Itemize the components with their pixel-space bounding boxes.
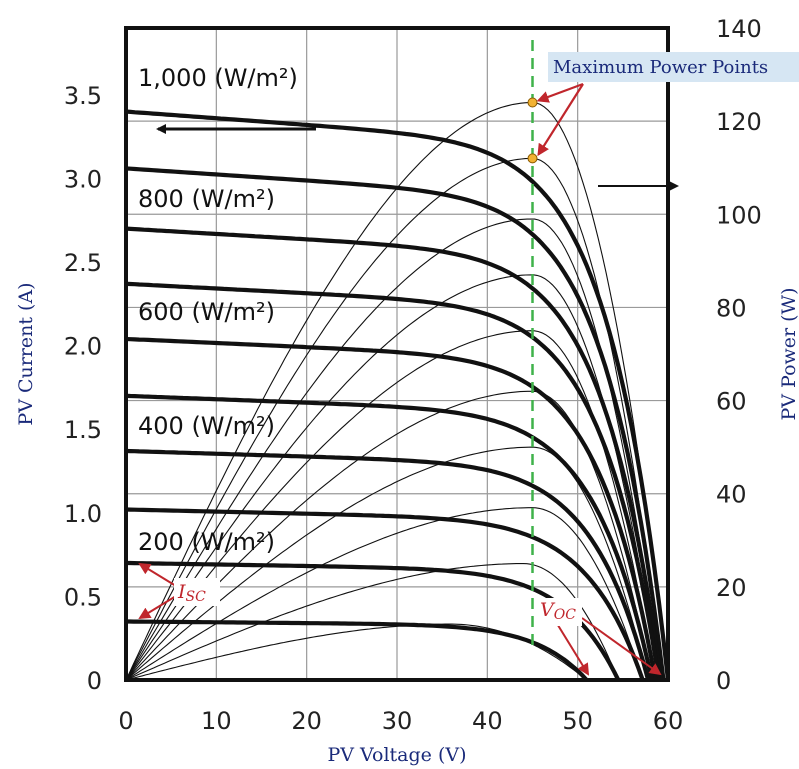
x-tick-label: 50 — [562, 707, 593, 735]
isc-label: ISC — [177, 581, 206, 605]
voc-arrow — [581, 617, 662, 676]
y-left-tick-label: 1.0 — [64, 500, 102, 528]
mpp-label: Maximum Power Points — [553, 57, 768, 78]
iv-curve — [126, 393, 654, 680]
x-tick-label: 0 — [118, 707, 133, 735]
irradiance-label-600: 600 (W/m²) — [138, 298, 275, 326]
iv-curve — [126, 166, 666, 680]
mpp-marker — [527, 153, 538, 164]
pv-curve — [126, 563, 619, 680]
y-left-axis-title: PV Current (A) — [15, 282, 37, 425]
iv-curve — [126, 281, 662, 680]
pv-curve — [126, 623, 588, 680]
x-tick-label: 30 — [382, 707, 413, 735]
x-tick-label: 60 — [653, 707, 684, 735]
y-left-tick-label: 0 — [87, 667, 102, 695]
pv-curve — [126, 218, 662, 680]
x-tick-label: 20 — [291, 707, 322, 735]
y-left-tick-label: 3.0 — [64, 165, 102, 193]
y-right-tick-label: 100 — [716, 201, 762, 229]
y-right-axis-title: PV Power (W) — [778, 288, 799, 421]
y-right-tick-label: 60 — [716, 388, 747, 416]
voc-label-box — [536, 598, 582, 626]
y-left-tick-label: 2.0 — [64, 333, 102, 361]
iv-curve — [126, 226, 663, 680]
annotations-layer — [138, 40, 679, 676]
iv-curve — [126, 507, 645, 680]
y-left-tick-label: 3.5 — [64, 82, 102, 110]
plot-frame — [124, 26, 670, 682]
current-curves — [126, 109, 668, 680]
y-left-tick-label: 1.5 — [64, 416, 102, 444]
irradiance-label-1000: 1,000 (W/m²) — [138, 64, 298, 92]
y-right-tick-label: 0 — [716, 667, 731, 695]
irradiance-label-200: 200 (W/m²) — [138, 528, 275, 556]
pv-curve — [126, 330, 656, 680]
y-right-tick-label: 140 — [716, 15, 762, 43]
isc-label-box — [174, 578, 220, 606]
y-right-tick-label: 40 — [716, 481, 747, 509]
voc-label: VOC — [540, 599, 576, 623]
voc-arrow — [555, 621, 590, 676]
mpp-label-box — [548, 52, 799, 82]
isc-arrow — [138, 595, 177, 620]
tick-labels: 0 10 20 30 40 50 60 0 0.5 1.0 1.5 2.0 2.5 3.0 3.5 0 20 40… — [64, 15, 762, 735]
isc-label-main: I — [177, 581, 186, 603]
voc-label-sub: OC — [554, 607, 576, 623]
y-left-tick-label: 0.5 — [64, 583, 102, 611]
isc-arrow — [138, 562, 177, 587]
irradiance-label-800: 800 (W/m²) — [138, 185, 275, 213]
y-right-tick-label: 80 — [716, 294, 747, 322]
y-right-tick-label: 120 — [716, 108, 762, 136]
y-right-tick-label: 20 — [716, 574, 747, 602]
mpp-arrow — [536, 82, 584, 103]
y-left-tick-label: 2.5 — [64, 249, 102, 277]
pv-curve — [126, 274, 660, 680]
iv-curve — [126, 109, 668, 680]
power-curves — [126, 101, 668, 680]
iv-curve — [126, 336, 658, 680]
x-axis-title: PV Voltage (V) — [328, 744, 467, 766]
irradiance-label-400: 400 (W/m²) — [138, 412, 275, 440]
mpp-marker — [527, 97, 538, 108]
mpp-arrow — [537, 83, 584, 157]
iv-curve — [126, 560, 621, 680]
isc-label-sub: SC — [186, 589, 207, 605]
x-tick-label: 10 — [201, 707, 232, 735]
iv-curve — [126, 448, 651, 680]
voc-label-main: V — [540, 599, 556, 621]
x-tick-label: 40 — [472, 707, 503, 735]
pv-curve — [126, 507, 644, 680]
iv-curve — [126, 619, 589, 680]
